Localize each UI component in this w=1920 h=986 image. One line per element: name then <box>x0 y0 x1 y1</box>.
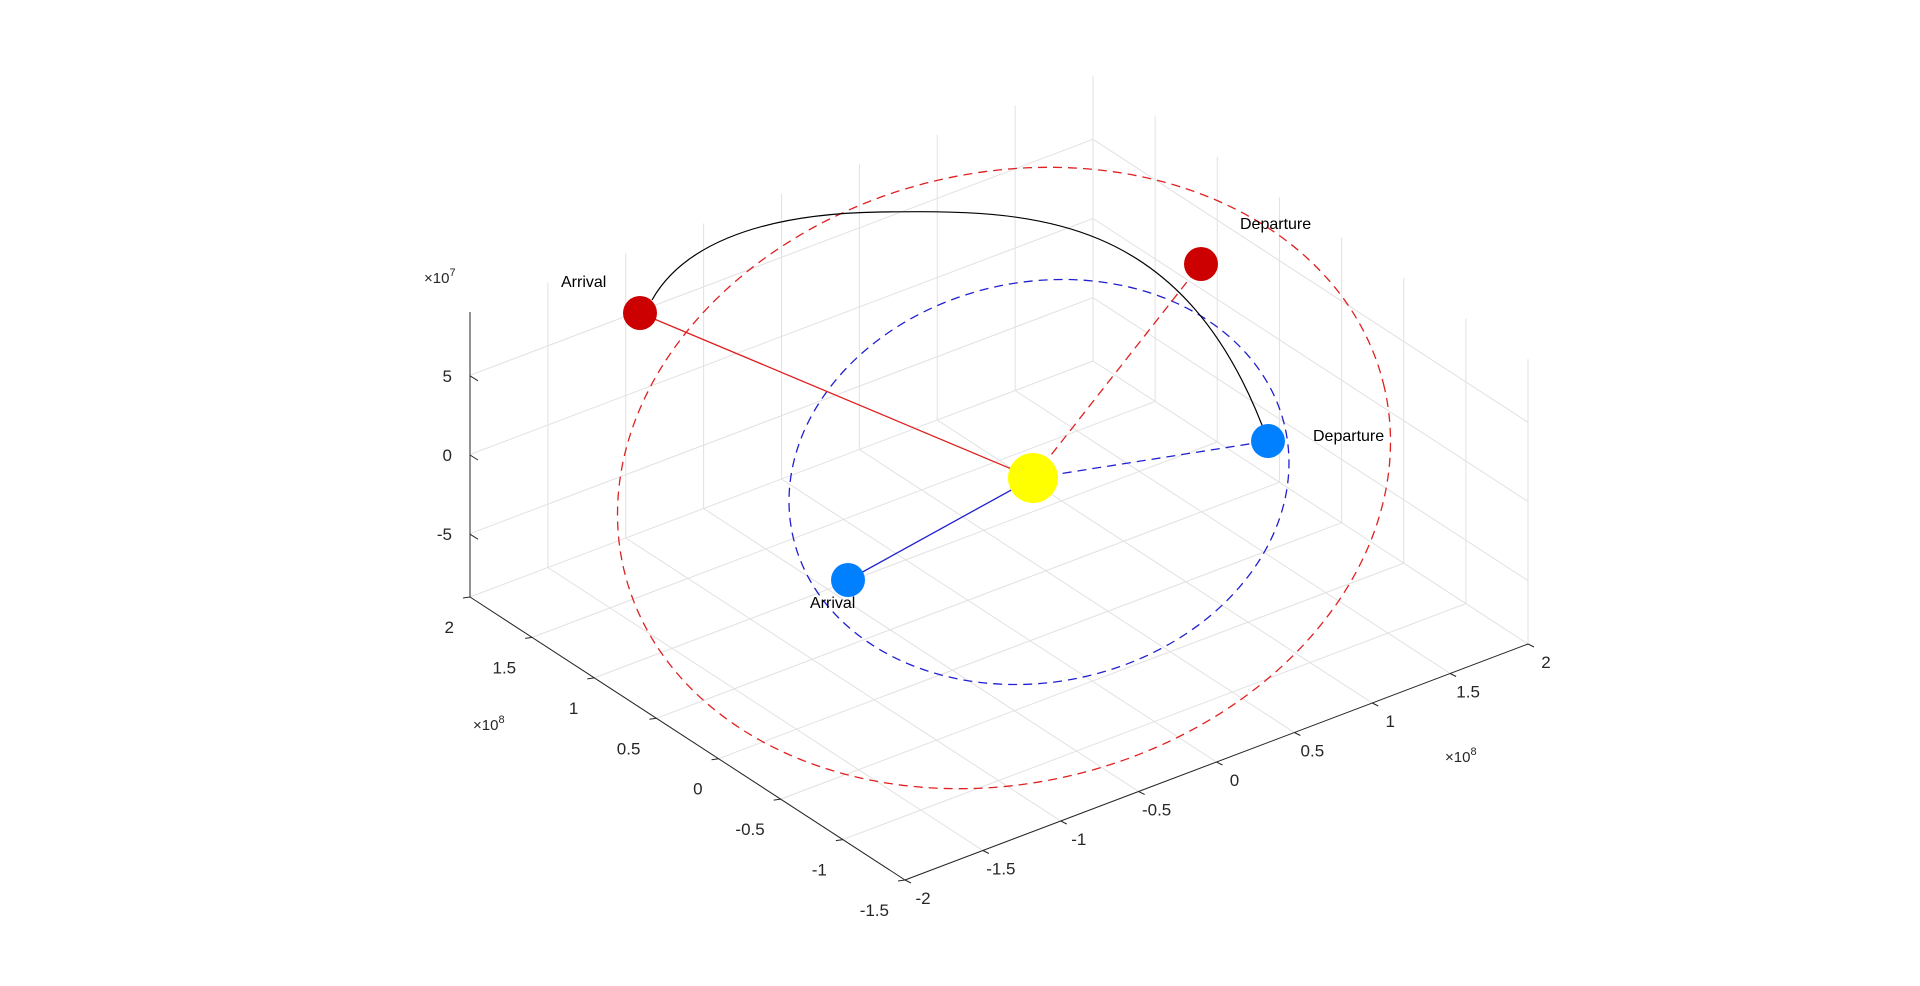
x-tick-mark <box>982 850 990 854</box>
floor-grid-y <box>718 522 1342 760</box>
transfer-arc-line <box>651 211 1269 442</box>
y-tick-label: -0.5 <box>735 820 764 839</box>
wall-grid-z <box>469 217 1529 502</box>
x-tick-label: -2 <box>915 889 930 908</box>
floor-grid-y <box>531 400 1156 638</box>
orbit-curves <box>616 166 1392 790</box>
floor-grid-x <box>859 449 1295 733</box>
red-arrival-marker <box>623 296 657 330</box>
y-tick-label: 0 <box>693 780 702 799</box>
y-tick-mark <box>897 879 906 882</box>
x-tick-mark <box>1138 791 1145 795</box>
y-tick-mark <box>587 677 595 680</box>
blue-departure-marker <box>1251 424 1285 458</box>
y-tick-label: 0.5 <box>617 739 641 758</box>
floor-grid-x <box>547 567 984 851</box>
y-tick-mark <box>773 798 781 801</box>
x-tick-mark <box>904 879 912 884</box>
x-tick-label: -1 <box>1071 830 1086 849</box>
x-tick-mark <box>1294 732 1301 736</box>
x-tick-mark <box>1060 820 1067 825</box>
sun-marker <box>1008 453 1058 503</box>
x-tick-mark <box>1449 673 1457 677</box>
y-tick-label: 1.5 <box>493 658 517 677</box>
x-tick-label: -1.5 <box>986 860 1015 879</box>
floor-grid-x <box>781 478 1217 763</box>
sun-to-blue-departure-line <box>1032 440 1269 479</box>
floor-grid-x <box>703 508 1139 792</box>
axes <box>469 312 1529 881</box>
x-tick-label: 0.5 <box>1301 742 1325 761</box>
blue-arrival-marker <box>831 563 865 597</box>
z-tick-label: -5 <box>437 525 452 544</box>
floor-grid-y <box>656 481 1280 719</box>
x-tick-mark <box>1216 761 1223 766</box>
z-tick-label: 5 <box>443 367 452 386</box>
y-axis-line <box>469 596 906 881</box>
sun-to-red-departure-line <box>1032 263 1202 479</box>
y-axis-exponent: ×108 <box>473 714 505 734</box>
y-tick-mark <box>525 636 533 639</box>
floor-grid-y <box>842 603 1467 841</box>
y-tick-mark <box>649 717 657 720</box>
tick-labels: -2 -1.5 -1 -0.5 0 0.5 1 1.5 2 -1.5 -1 -0.5 0 0.5 1 1.5 2… <box>437 367 1551 920</box>
x-tick-mark <box>1372 702 1379 707</box>
point-labels: Departure Arrival Departure Arrival <box>561 216 1384 612</box>
sun-to-red-arrival-line <box>639 312 1034 479</box>
red-arrival-label: Arrival <box>561 274 606 291</box>
x-tick-mark <box>1527 643 1535 648</box>
floor-grid-x <box>1092 360 1529 645</box>
x-tick-label: 1 <box>1386 712 1395 731</box>
y-tick-mark <box>711 758 719 761</box>
wall-grid-z <box>469 297 1529 582</box>
sun-to-blue-arrival-line <box>847 477 1034 581</box>
inner-orbit-line <box>788 278 1290 686</box>
floor-grid-x <box>625 537 1062 822</box>
axis-exponents: ×107 ×108 ×108 <box>424 267 1477 766</box>
floor-grid-y <box>594 441 1218 679</box>
y-tick-label: -1.5 <box>860 901 889 920</box>
x-tick-label: 2 <box>1541 653 1550 672</box>
z-tick-label: 0 <box>443 446 452 465</box>
y-tick-label: -1 <box>812 861 827 880</box>
x-axis-exponent: ×108 <box>1445 746 1477 766</box>
z-tick-mark <box>469 375 479 382</box>
red-departure-marker <box>1184 247 1218 281</box>
y-tick-label: 2 <box>445 618 454 637</box>
floor-grid-x <box>936 419 1373 704</box>
z-tick-mark <box>469 454 479 461</box>
x-tick-label: 1.5 <box>1456 683 1480 702</box>
wall-grid-z <box>469 138 1529 423</box>
floor-grid-y <box>780 562 1404 800</box>
red-departure-label: Departure <box>1240 216 1311 233</box>
y-tick-mark <box>835 839 843 842</box>
y-tick-label: 1 <box>569 699 578 718</box>
grid-lines <box>469 76 1529 881</box>
planet-markers <box>623 247 1285 597</box>
x-tick-label: 0 <box>1230 771 1239 790</box>
blue-arrival-label: Arrival <box>810 595 855 612</box>
outer-orbit-line <box>616 166 1392 790</box>
floor-grid-x <box>1014 390 1451 674</box>
z-axis-exponent: ×107 <box>424 267 456 287</box>
z-tick-mark <box>469 533 479 540</box>
blue-departure-label: Departure <box>1313 428 1384 445</box>
y-tick-mark <box>462 596 471 599</box>
x-tick-label: -0.5 <box>1142 801 1171 820</box>
